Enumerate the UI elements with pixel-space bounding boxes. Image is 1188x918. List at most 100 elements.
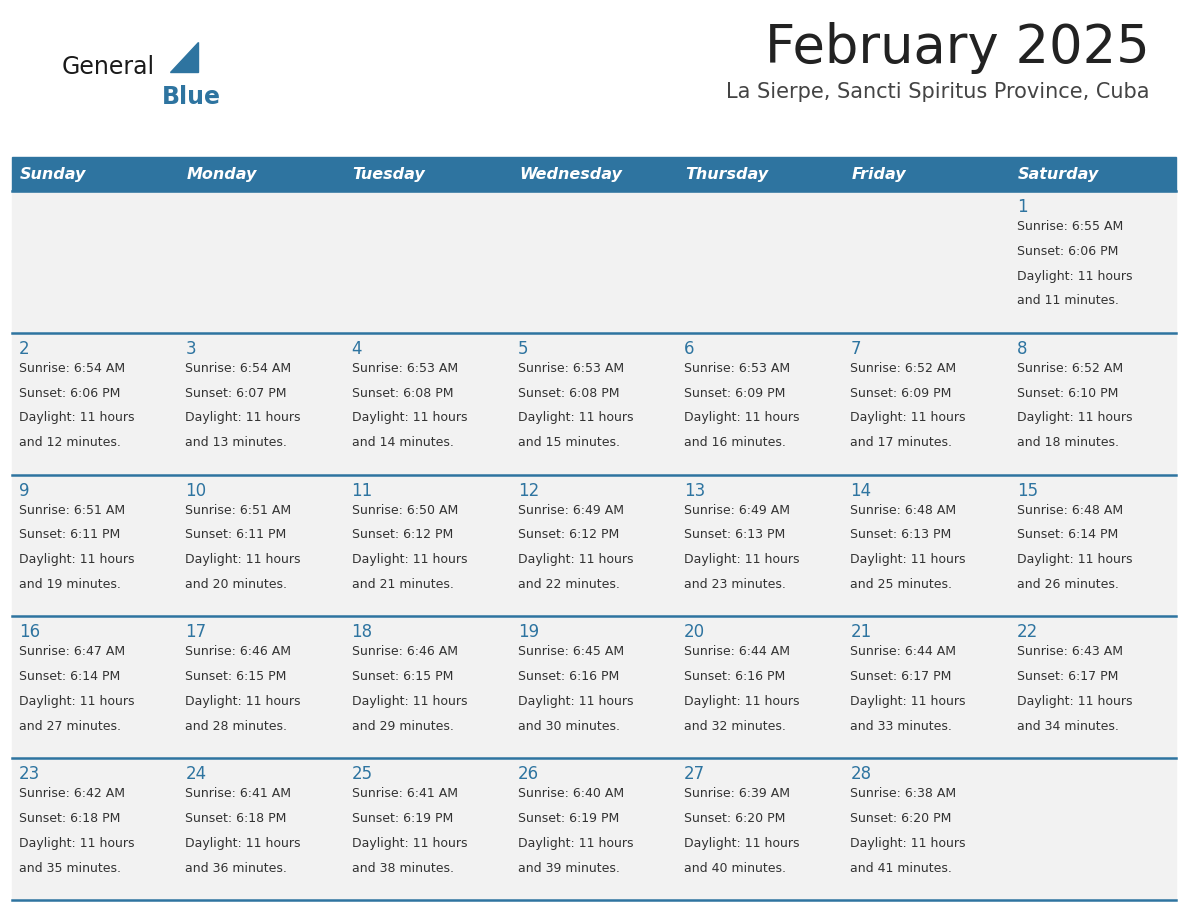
- Text: Sunrise: 6:38 AM: Sunrise: 6:38 AM: [851, 788, 956, 800]
- Text: 3: 3: [185, 340, 196, 358]
- Text: Daylight: 11 hours: Daylight: 11 hours: [684, 554, 800, 566]
- Text: La Sierpe, Sancti Spiritus Province, Cuba: La Sierpe, Sancti Spiritus Province, Cub…: [727, 82, 1150, 102]
- Text: Daylight: 11 hours: Daylight: 11 hours: [1017, 270, 1132, 283]
- Text: Friday: Friday: [852, 166, 906, 182]
- Text: Wednesday: Wednesday: [519, 166, 621, 182]
- Text: Sunrise: 6:54 AM: Sunrise: 6:54 AM: [185, 362, 291, 375]
- Text: Daylight: 11 hours: Daylight: 11 hours: [851, 411, 966, 424]
- Text: Daylight: 11 hours: Daylight: 11 hours: [352, 411, 467, 424]
- Text: and 32 minutes.: and 32 minutes.: [684, 720, 786, 733]
- Text: Sunrise: 6:44 AM: Sunrise: 6:44 AM: [684, 645, 790, 658]
- Text: Daylight: 11 hours: Daylight: 11 hours: [352, 837, 467, 850]
- Text: Sunset: 6:17 PM: Sunset: 6:17 PM: [1017, 670, 1118, 683]
- Text: Sunrise: 6:52 AM: Sunrise: 6:52 AM: [1017, 362, 1123, 375]
- Text: Saturday: Saturday: [1018, 166, 1099, 182]
- Text: Sunrise: 6:49 AM: Sunrise: 6:49 AM: [684, 504, 790, 517]
- Text: Sunset: 6:14 PM: Sunset: 6:14 PM: [19, 670, 120, 683]
- Text: Sunday: Sunday: [20, 166, 87, 182]
- Text: Sunrise: 6:46 AM: Sunrise: 6:46 AM: [185, 645, 291, 658]
- Text: Sunrise: 6:46 AM: Sunrise: 6:46 AM: [352, 645, 457, 658]
- Text: Daylight: 11 hours: Daylight: 11 hours: [19, 837, 134, 850]
- Text: Monday: Monday: [187, 166, 257, 182]
- Text: and 20 minutes.: and 20 minutes.: [185, 578, 287, 591]
- Text: and 13 minutes.: and 13 minutes.: [185, 436, 287, 449]
- Text: Sunrise: 6:52 AM: Sunrise: 6:52 AM: [851, 362, 956, 375]
- Text: Daylight: 11 hours: Daylight: 11 hours: [518, 554, 633, 566]
- Text: 1: 1: [1017, 198, 1028, 216]
- Bar: [12, 616, 1176, 758]
- Text: and 28 minutes.: and 28 minutes.: [185, 720, 287, 733]
- Bar: [12, 758, 1176, 900]
- Text: Daylight: 11 hours: Daylight: 11 hours: [185, 695, 301, 708]
- Text: Sunrise: 6:41 AM: Sunrise: 6:41 AM: [185, 788, 291, 800]
- Text: and 33 minutes.: and 33 minutes.: [851, 720, 953, 733]
- Text: Daylight: 11 hours: Daylight: 11 hours: [19, 411, 134, 424]
- Text: Sunset: 6:13 PM: Sunset: 6:13 PM: [851, 529, 952, 542]
- Text: Sunset: 6:20 PM: Sunset: 6:20 PM: [684, 812, 785, 825]
- Text: Sunrise: 6:51 AM: Sunrise: 6:51 AM: [19, 504, 125, 517]
- Text: Sunset: 6:11 PM: Sunset: 6:11 PM: [19, 529, 120, 542]
- Text: 8: 8: [1017, 340, 1028, 358]
- Text: and 22 minutes.: and 22 minutes.: [518, 578, 620, 591]
- Text: Sunrise: 6:44 AM: Sunrise: 6:44 AM: [851, 645, 956, 658]
- Text: and 39 minutes.: and 39 minutes.: [518, 862, 620, 875]
- Text: 9: 9: [19, 482, 30, 499]
- Text: Sunset: 6:07 PM: Sunset: 6:07 PM: [185, 386, 286, 399]
- Text: Daylight: 11 hours: Daylight: 11 hours: [851, 695, 966, 708]
- Text: Sunrise: 6:51 AM: Sunrise: 6:51 AM: [185, 504, 291, 517]
- Text: Blue: Blue: [162, 85, 221, 109]
- Text: Tuesday: Tuesday: [353, 166, 425, 182]
- Text: Sunset: 6:20 PM: Sunset: 6:20 PM: [851, 812, 952, 825]
- Text: 17: 17: [185, 623, 207, 642]
- Text: and 18 minutes.: and 18 minutes.: [1017, 436, 1119, 449]
- Text: Sunset: 6:15 PM: Sunset: 6:15 PM: [185, 670, 286, 683]
- Text: Sunrise: 6:53 AM: Sunrise: 6:53 AM: [684, 362, 790, 375]
- Text: and 26 minutes.: and 26 minutes.: [1017, 578, 1119, 591]
- Text: and 19 minutes.: and 19 minutes.: [19, 578, 121, 591]
- Text: Sunrise: 6:45 AM: Sunrise: 6:45 AM: [518, 645, 624, 658]
- Text: 26: 26: [518, 766, 539, 783]
- Text: Daylight: 11 hours: Daylight: 11 hours: [19, 554, 134, 566]
- Text: 13: 13: [684, 482, 706, 499]
- Text: Daylight: 11 hours: Daylight: 11 hours: [1017, 554, 1132, 566]
- Text: 28: 28: [851, 766, 872, 783]
- Text: Sunset: 6:12 PM: Sunset: 6:12 PM: [352, 529, 453, 542]
- Text: Thursday: Thursday: [685, 166, 769, 182]
- Text: Daylight: 11 hours: Daylight: 11 hours: [185, 554, 301, 566]
- Text: Sunrise: 6:39 AM: Sunrise: 6:39 AM: [684, 788, 790, 800]
- Text: 6: 6: [684, 340, 695, 358]
- Text: Sunrise: 6:43 AM: Sunrise: 6:43 AM: [1017, 645, 1123, 658]
- Text: and 12 minutes.: and 12 minutes.: [19, 436, 121, 449]
- Text: Sunrise: 6:48 AM: Sunrise: 6:48 AM: [1017, 504, 1123, 517]
- Text: 7: 7: [851, 340, 861, 358]
- Text: 25: 25: [352, 766, 373, 783]
- Text: and 16 minutes.: and 16 minutes.: [684, 436, 786, 449]
- Text: Daylight: 11 hours: Daylight: 11 hours: [19, 695, 134, 708]
- Text: Sunset: 6:11 PM: Sunset: 6:11 PM: [185, 529, 286, 542]
- Text: Sunrise: 6:50 AM: Sunrise: 6:50 AM: [352, 504, 457, 517]
- Text: Sunset: 6:19 PM: Sunset: 6:19 PM: [352, 812, 453, 825]
- Text: 12: 12: [518, 482, 539, 499]
- Text: and 23 minutes.: and 23 minutes.: [684, 578, 786, 591]
- Text: Daylight: 11 hours: Daylight: 11 hours: [518, 837, 633, 850]
- Text: Sunset: 6:16 PM: Sunset: 6:16 PM: [684, 670, 785, 683]
- Text: Sunset: 6:15 PM: Sunset: 6:15 PM: [352, 670, 453, 683]
- Text: 4: 4: [352, 340, 362, 358]
- Text: General: General: [62, 55, 156, 79]
- Text: and 34 minutes.: and 34 minutes.: [1017, 720, 1119, 733]
- Text: Sunset: 6:14 PM: Sunset: 6:14 PM: [1017, 529, 1118, 542]
- Text: and 36 minutes.: and 36 minutes.: [185, 862, 287, 875]
- Text: 20: 20: [684, 623, 706, 642]
- Text: Sunset: 6:10 PM: Sunset: 6:10 PM: [1017, 386, 1118, 399]
- Text: and 35 minutes.: and 35 minutes.: [19, 862, 121, 875]
- Text: Sunset: 6:16 PM: Sunset: 6:16 PM: [518, 670, 619, 683]
- Text: 27: 27: [684, 766, 706, 783]
- Text: and 40 minutes.: and 40 minutes.: [684, 862, 786, 875]
- Text: and 15 minutes.: and 15 minutes.: [518, 436, 620, 449]
- Text: 16: 16: [19, 623, 40, 642]
- Text: Sunset: 6:08 PM: Sunset: 6:08 PM: [352, 386, 453, 399]
- Text: 19: 19: [518, 623, 539, 642]
- Text: Sunset: 6:18 PM: Sunset: 6:18 PM: [185, 812, 286, 825]
- Text: February 2025: February 2025: [765, 22, 1150, 74]
- Text: Daylight: 11 hours: Daylight: 11 hours: [1017, 411, 1132, 424]
